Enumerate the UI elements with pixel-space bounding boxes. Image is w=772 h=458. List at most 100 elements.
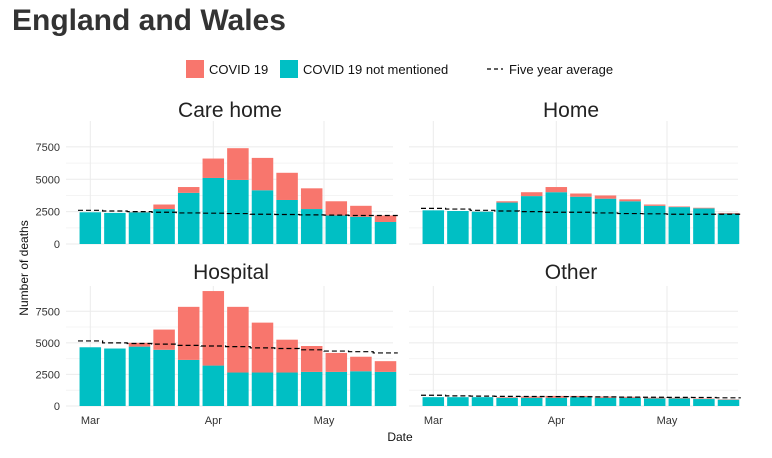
bar-not-mentioned	[619, 397, 641, 406]
bar-covid	[619, 199, 641, 202]
bar-covid	[693, 398, 715, 400]
page-title: England and Wales	[12, 4, 286, 37]
bar-not-mentioned	[276, 199, 298, 244]
bar-not-mentioned	[471, 397, 494, 406]
bar-not-mentioned	[643, 205, 666, 244]
bar-not-mentioned	[447, 397, 469, 406]
panel-title: Home	[543, 99, 599, 122]
bar-covid	[202, 291, 225, 366]
y-tick-label: 5000	[36, 174, 60, 186]
average-line	[78, 340, 398, 354]
bar-covid	[227, 148, 249, 180]
panel-title: Hospital	[193, 261, 269, 284]
y-tick-label: 7500	[36, 306, 60, 318]
bar-covid	[668, 206, 691, 208]
average-line	[78, 209, 398, 217]
bar-covid	[325, 352, 348, 372]
bar-not-mentioned	[496, 397, 518, 406]
bar-covid	[128, 342, 151, 347]
bar-not-mentioned	[104, 212, 126, 244]
bar-not-mentioned	[545, 192, 568, 244]
bar-not-mentioned	[668, 398, 691, 406]
panel-other: Other Mar Apr May	[409, 261, 741, 427]
x-tick-label: Apr	[205, 415, 222, 427]
bar-not-mentioned	[227, 179, 249, 244]
y-tick-label: 0	[54, 401, 60, 413]
y-tick-label: 5000	[36, 338, 60, 350]
legend-label-1: COVID 19 not mentioned	[303, 62, 448, 77]
bar-not-mentioned	[128, 212, 151, 244]
legend-label-0: COVID 19	[209, 62, 268, 77]
bar-not-mentioned	[693, 208, 715, 244]
bar-not-mentioned	[594, 397, 617, 406]
bar-not-mentioned	[202, 177, 225, 244]
bar-not-mentioned	[545, 397, 568, 406]
bar-covid	[520, 192, 543, 197]
x-tick-label: Mar	[424, 415, 443, 427]
y-axis-title: Number of deaths	[17, 220, 31, 315]
bar-not-mentioned	[350, 216, 372, 244]
bar-not-mentioned	[104, 348, 126, 406]
bar-covid	[643, 204, 666, 206]
bar-not-mentioned	[643, 398, 666, 406]
x-tick-label: Apr	[548, 415, 565, 427]
bar-covid	[251, 157, 274, 191]
bar-not-mentioned	[251, 190, 274, 244]
bar-not-mentioned	[447, 210, 469, 244]
x-tick-label: May	[657, 415, 678, 427]
bar-covid	[300, 188, 323, 210]
bar-covid	[177, 187, 200, 193]
bar-covid	[374, 361, 397, 372]
bar-not-mentioned	[520, 196, 543, 244]
bar-not-mentioned	[325, 215, 348, 244]
bar-covid	[668, 397, 691, 399]
bar-covid	[153, 329, 175, 350]
legend-label-2: Five year average	[509, 62, 613, 77]
bar-not-mentioned	[153, 209, 175, 244]
bar-covid	[202, 158, 225, 178]
bar-not-mentioned	[79, 212, 102, 244]
bar-not-mentioned	[276, 372, 298, 406]
bar-not-mentioned	[594, 198, 617, 244]
bar-not-mentioned	[693, 399, 715, 406]
bar-covid	[693, 207, 715, 209]
y-tick-label: 7500	[36, 142, 60, 154]
bar-not-mentioned	[202, 365, 225, 406]
bar-not-mentioned	[717, 213, 740, 244]
bar-covid	[276, 339, 298, 373]
bar-not-mentioned	[374, 221, 397, 244]
bar-not-mentioned	[717, 399, 740, 406]
x-tick-label: May	[314, 415, 335, 427]
panel-home: Home	[409, 99, 741, 245]
bar-not-mentioned	[227, 372, 249, 406]
legend-swatch-1	[280, 60, 298, 78]
bar-covid	[496, 397, 518, 398]
bar-covid	[300, 346, 323, 372]
bar-covid	[177, 306, 200, 360]
bar-not-mentioned	[422, 397, 445, 406]
y-tick-label: 2500	[36, 369, 60, 381]
bar-not-mentioned	[325, 371, 348, 406]
bar-covid	[374, 215, 397, 222]
y-tick-label: 0	[54, 239, 60, 251]
bar-not-mentioned	[619, 201, 641, 244]
bar-not-mentioned	[668, 207, 691, 244]
bar-covid	[276, 172, 298, 200]
legend-swatch-0	[186, 60, 204, 78]
bar-not-mentioned	[128, 346, 151, 406]
y-tick-label: 2500	[36, 207, 60, 219]
x-tick-label: Mar	[81, 415, 100, 427]
bar-not-mentioned	[177, 359, 200, 406]
bar-covid	[251, 322, 274, 373]
panel-hospital: Hospital 0 2500 5000 7500 Mar Apr May	[36, 261, 398, 427]
bar-not-mentioned	[520, 397, 543, 406]
bar-covid	[570, 193, 592, 197]
x-axis-title: Date	[387, 430, 413, 444]
panel-title: Care home	[178, 99, 282, 122]
bar-not-mentioned	[177, 192, 200, 244]
bar-covid	[594, 195, 617, 199]
bar-covid	[325, 201, 348, 216]
legend: COVID 19 COVID 19 not mentioned Five year …	[186, 60, 613, 78]
bar-not-mentioned	[153, 349, 175, 406]
average-line	[421, 207, 741, 215]
